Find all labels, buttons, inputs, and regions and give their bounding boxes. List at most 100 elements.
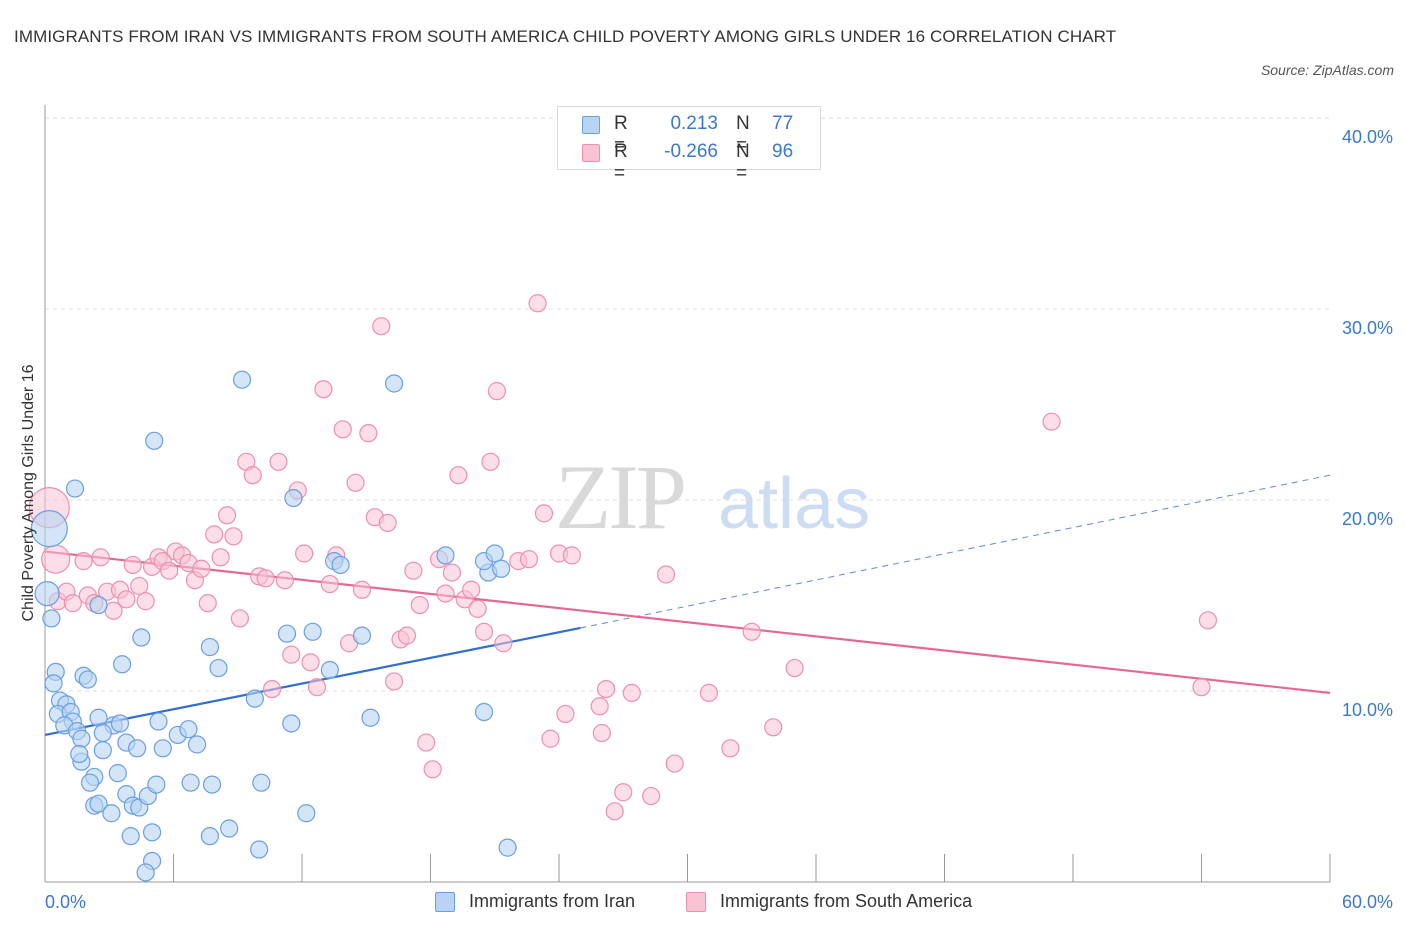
iran-point [331,555,350,575]
iran-point [30,510,68,548]
iran-point [181,773,200,792]
south-america-point [275,571,294,590]
iran-point [34,580,60,607]
iran-point [492,559,511,578]
south-america-point [556,704,575,724]
south-america-point [785,658,804,678]
iran-point [145,431,164,450]
legend-r-value-south-america: -0.266 [664,141,718,162]
iran-point [72,729,91,748]
iran-point [108,764,127,783]
iran-point [282,714,301,733]
bottom-legend-swatch-south-america [686,892,706,912]
iran-point [78,670,97,689]
iran-point [485,544,504,563]
iran-point [352,626,372,645]
iran-point [187,735,207,754]
south-america-point [262,679,282,699]
iran-point [80,773,100,792]
south-america-point [117,590,136,609]
legend-swatch-iran [582,116,600,134]
iran-point [149,712,168,731]
south-america-point [614,783,633,802]
iran-point [498,838,517,857]
south-america-point [410,595,429,615]
iran-point [179,720,198,739]
south-america-point [346,473,365,492]
south-america-point [333,420,352,439]
legend-n-value-south-america: 96 [772,141,794,162]
south-america-point [449,466,468,485]
trend-lines [44,474,1331,737]
south-america-point [352,580,372,599]
x-tick-label-min: 0.0% [45,892,86,912]
south-america-point [307,678,327,697]
south-america-point [378,513,397,533]
iran-point [303,622,322,641]
south-america-point [384,672,404,691]
south-america-point [528,294,547,313]
south-america-point [372,317,391,336]
iran-point [142,823,162,842]
south-america-point [224,527,243,546]
zipatlas-watermark: ZIP atlas [555,446,870,548]
south-america-point [205,525,224,544]
iran-point [89,708,108,727]
y-tick-label: 30.0% [1342,318,1393,338]
iran-point [361,708,380,727]
iran-point [245,689,264,708]
iran-point [202,775,222,794]
south-america-point [74,552,93,571]
y-tick-label: 20.0% [1342,509,1393,529]
south-america-point [436,584,455,603]
iran-point [252,773,271,792]
south-america-point [160,561,179,580]
iran-point [70,744,89,764]
legend-r-label: R = [614,141,628,184]
iran-points [30,370,517,882]
y-axis-label: Child Poverty Among Girls Under 16 [20,364,37,621]
y-tick-labels: 10.0% 20.0% 30.0% 40.0% [1342,127,1393,720]
iran-point [147,775,166,794]
iran-point [284,488,303,508]
south-america-point [397,626,417,645]
south-america-point [665,754,684,773]
bottom-legend-swatch-iran [435,892,455,912]
y-tick-label: 40.0% [1342,127,1393,147]
south-america-point [474,622,494,641]
iran-point [232,370,252,389]
south-america-point [699,683,719,703]
south-america-point [295,544,314,563]
south-america-point [282,645,301,664]
iran-point [200,637,220,657]
iran-point [200,827,220,846]
south-america-point [256,569,275,588]
south-america-point [742,622,761,641]
south-america-point [487,382,506,401]
iran-point [277,624,297,643]
south-america-point [1042,412,1061,431]
correlation-legend: R = 0.213 N = 77 R = -0.266 N = 96 [557,106,821,184]
bottom-legend-label-south-america: Immigrants from South America [720,891,973,911]
iran-point [112,655,132,674]
south-america-point [462,580,481,599]
iran-point [93,741,112,760]
x-tick-labels: 0.0% 60.0% [45,892,1393,912]
south-america-point [136,592,155,611]
iran-point [153,739,172,758]
iran-point [132,628,151,647]
legend-swatch-south-america [582,144,600,162]
bottom-legend-label-iran: Immigrants from Iran [469,891,636,911]
y-tick-label: 10.0% [1342,700,1393,720]
iran-point [320,660,339,680]
iran-point [44,674,63,693]
south-america-point [417,733,436,752]
iran-point [89,794,108,813]
south-america-point [130,576,149,596]
south-america-point [91,548,110,567]
source-label: Source: ZipAtlas.com [1260,62,1394,78]
south-america-point [597,679,616,699]
south-america-point [468,599,487,618]
watermark-zip: ZIP [555,446,684,548]
